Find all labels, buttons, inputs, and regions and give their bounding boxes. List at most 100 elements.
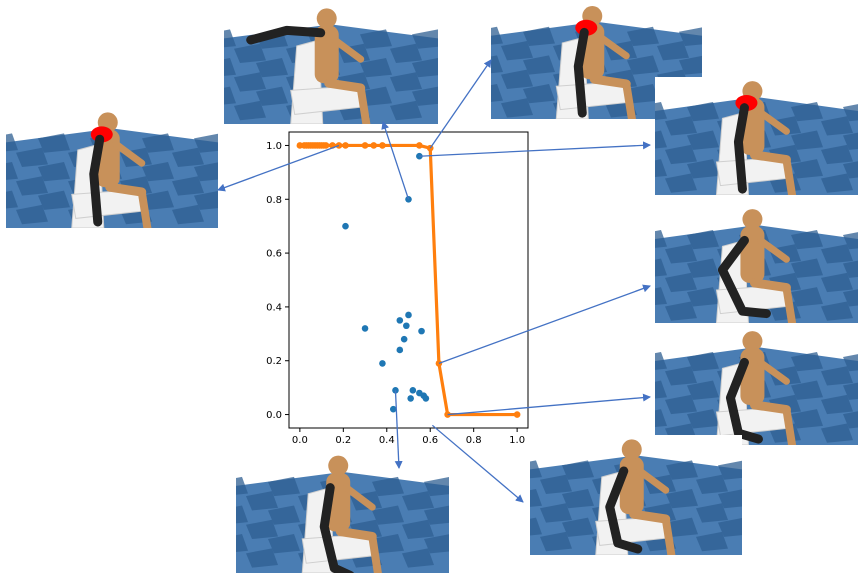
annotation-arrow bbox=[438, 284, 651, 365]
floor-tile bbox=[38, 133, 70, 153]
annotation-arrow bbox=[431, 424, 524, 503]
x-tick-label: 0.6 bbox=[422, 435, 438, 446]
floor-tile bbox=[718, 517, 742, 537]
floor-tile bbox=[843, 232, 858, 250]
thumb-left-top bbox=[6, 108, 218, 228]
floor-tile bbox=[194, 133, 218, 153]
mannequin-head bbox=[742, 331, 763, 352]
controlled-arm bbox=[725, 357, 763, 444]
floor-tile bbox=[16, 204, 48, 225]
floor-tile bbox=[627, 55, 659, 75]
mannequin-arm bbox=[756, 108, 790, 135]
floor-tile bbox=[530, 517, 542, 536]
mannequin-thigh bbox=[589, 74, 631, 89]
annotation-arrow bbox=[419, 141, 651, 157]
annotation-arrow bbox=[447, 393, 651, 416]
line-point bbox=[416, 142, 423, 149]
y-axis-ticks: 0.0 0.2 0.4 0.6 0.8 1.0 bbox=[266, 141, 289, 421]
floor-tile bbox=[424, 534, 449, 554]
mannequin-arm bbox=[636, 467, 670, 494]
floor-tile bbox=[748, 503, 780, 522]
scatter-point bbox=[409, 387, 417, 394]
floor-tile bbox=[172, 176, 204, 196]
line-point bbox=[322, 142, 330, 149]
mannequin-arm bbox=[112, 140, 146, 167]
floor-tile bbox=[38, 162, 70, 182]
floor-tile bbox=[791, 409, 823, 429]
floor-tile bbox=[390, 72, 422, 92]
scatter-point bbox=[379, 360, 386, 367]
floor-tile bbox=[657, 41, 689, 61]
scene bbox=[6, 108, 218, 228]
controlled-arm bbox=[319, 483, 354, 573]
floor-tile bbox=[687, 229, 719, 250]
floor-tile bbox=[360, 86, 392, 106]
y-tick-label: 0.2 bbox=[266, 356, 282, 367]
floor-tile bbox=[523, 26, 555, 47]
floor-tile bbox=[687, 101, 719, 122]
mannequin-torso bbox=[740, 226, 765, 283]
floor-tile bbox=[655, 229, 667, 248]
floor-tile bbox=[665, 301, 697, 321]
annotation-arrow bbox=[381, 121, 410, 200]
y-tick-label: 0.8 bbox=[266, 195, 282, 206]
floor-tile bbox=[696, 474, 728, 494]
mannequin-thigh bbox=[629, 509, 671, 524]
mannequin-shin bbox=[368, 532, 382, 573]
line-point bbox=[361, 142, 369, 149]
blue-scatter-series bbox=[342, 152, 430, 413]
thumb-right-3 bbox=[655, 327, 858, 445]
floor-tile bbox=[687, 380, 719, 400]
scatter-point bbox=[342, 222, 349, 230]
scene bbox=[224, 4, 474, 124]
mannequin-shin bbox=[782, 283, 797, 323]
floor-tile bbox=[224, 29, 236, 48]
mannequin-torso bbox=[619, 456, 644, 515]
floor-tile bbox=[234, 72, 266, 92]
scatter-point bbox=[396, 317, 404, 324]
floor-tile bbox=[442, 101, 474, 120]
floor-tile bbox=[372, 476, 404, 497]
floor-tile bbox=[627, 26, 659, 47]
y-tick-label: 0.4 bbox=[266, 302, 282, 313]
floor-tile bbox=[268, 534, 300, 554]
floor-tile bbox=[236, 534, 248, 552]
controlled-arm bbox=[246, 25, 326, 45]
thumb-bottom-right bbox=[530, 435, 780, 555]
floor-tile bbox=[38, 190, 70, 210]
floor-tile bbox=[224, 58, 236, 76]
floor-tile bbox=[843, 411, 858, 429]
floor-tile bbox=[172, 204, 204, 225]
floor-tile bbox=[748, 475, 780, 494]
floor-tile bbox=[390, 100, 422, 121]
floor-tile bbox=[665, 244, 697, 264]
thumb-top-center bbox=[224, 4, 474, 124]
floor-tile bbox=[718, 460, 742, 480]
floor-tile bbox=[412, 86, 438, 106]
floor-tile bbox=[665, 394, 697, 415]
mannequin-arm bbox=[596, 33, 630, 60]
floor-tile bbox=[665, 272, 697, 293]
scatter-point bbox=[418, 327, 425, 335]
mannequin-head bbox=[742, 209, 763, 230]
x-tick-label: 0.8 bbox=[466, 435, 482, 446]
floor-tile bbox=[142, 190, 174, 210]
floor-tile bbox=[402, 519, 434, 540]
floor-tile bbox=[748, 532, 780, 551]
floor-tile bbox=[172, 147, 204, 167]
floor-tile bbox=[687, 258, 719, 278]
scatter-point bbox=[407, 395, 414, 402]
floor-tile bbox=[491, 55, 503, 74]
floor-tile bbox=[666, 517, 698, 537]
floor-tile bbox=[442, 44, 474, 63]
y-tick-label: 0.0 bbox=[266, 410, 282, 421]
floor-tile bbox=[6, 190, 18, 209]
floor-tile bbox=[655, 351, 667, 370]
floor-tile bbox=[501, 41, 533, 61]
thumb-right-2 bbox=[655, 205, 858, 323]
floor-tile bbox=[372, 534, 404, 554]
floor-tile bbox=[412, 58, 438, 78]
floor-tile bbox=[16, 176, 48, 196]
